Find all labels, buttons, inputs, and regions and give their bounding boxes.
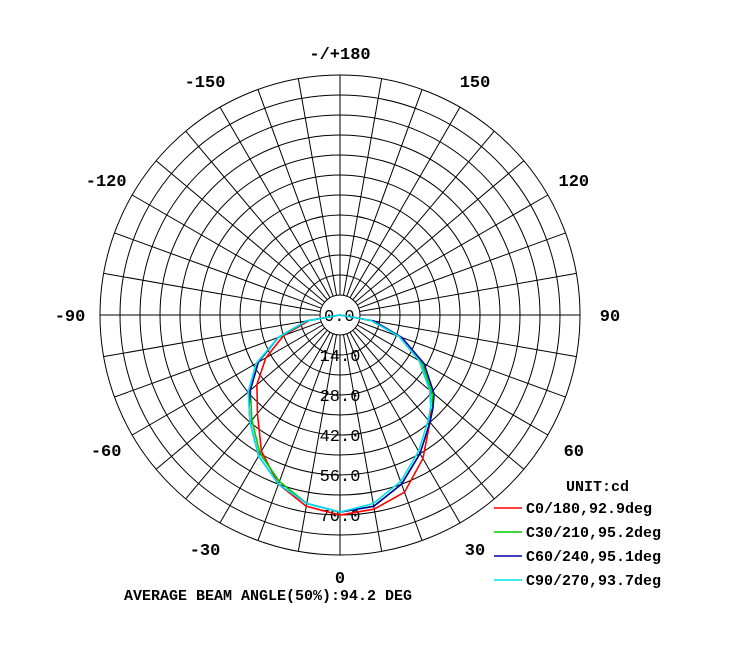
legend-label: C90/270,93.7deg — [526, 573, 661, 590]
radial-tick-label: 42.0 — [320, 428, 361, 447]
radial-tick-label: 56.0 — [320, 468, 361, 487]
grid-spoke — [346, 333, 423, 541]
grid-spoke — [257, 333, 334, 541]
grid-spoke — [359, 272, 577, 313]
grid-spoke — [349, 332, 461, 524]
legend-label: C60/240,95.1deg — [526, 549, 661, 566]
radial-tick-label: 14.0 — [320, 348, 361, 367]
grid-spoke — [352, 329, 495, 500]
angle-label: 30 — [465, 542, 485, 561]
grid-spoke — [342, 78, 383, 296]
grid-spoke — [342, 334, 383, 552]
angle-label: 0 — [335, 570, 345, 589]
angle-label: 120 — [559, 173, 590, 192]
grid-spoke — [358, 321, 566, 398]
grid-spoke — [219, 332, 331, 524]
grid-spoke — [352, 130, 495, 301]
angle-label: -/+180 — [309, 46, 370, 65]
grid-spoke — [185, 130, 328, 301]
grid-spoke — [155, 327, 326, 470]
grid-spoke — [297, 78, 338, 296]
beam-angle-footer: AVERAGE BEAM ANGLE(50%):94.2 DEG — [124, 588, 412, 605]
grid-spoke — [131, 324, 323, 436]
angle-label: 150 — [460, 74, 491, 93]
grid-spoke — [357, 194, 549, 306]
grid-spoke — [349, 106, 461, 298]
grid-spoke — [103, 272, 321, 313]
grid-spoke — [358, 232, 566, 309]
angle-label: -90 — [55, 308, 86, 327]
grid-spoke — [357, 324, 549, 436]
grid-spoke — [354, 327, 525, 470]
angle-label: -150 — [185, 74, 226, 93]
grid-spoke — [131, 194, 323, 306]
grid-spoke — [346, 89, 423, 297]
grid-spoke — [359, 317, 577, 358]
angle-label: 60 — [564, 443, 584, 462]
grid-spoke — [219, 106, 331, 298]
angle-label: -120 — [86, 173, 127, 192]
angle-label: -60 — [91, 443, 122, 462]
unit-label: UNIT:cd — [566, 479, 629, 496]
grid-spoke — [155, 160, 326, 303]
angle-label: -30 — [190, 542, 221, 561]
grid-spoke — [354, 160, 525, 303]
grid-spoke — [185, 329, 328, 500]
angle-label: 90 — [600, 308, 620, 327]
legend-label: C0/180,92.9deg — [526, 501, 652, 518]
radial-tick-label: 0.0 — [324, 308, 355, 327]
grid-spoke — [114, 232, 322, 309]
grid-spoke — [103, 317, 321, 358]
grid-spoke — [257, 89, 334, 297]
radial-tick-label: 28.0 — [320, 388, 361, 407]
legend-label: C30/210,95.2deg — [526, 525, 661, 542]
series-line — [247, 314, 432, 513]
grid-spoke — [297, 334, 338, 552]
